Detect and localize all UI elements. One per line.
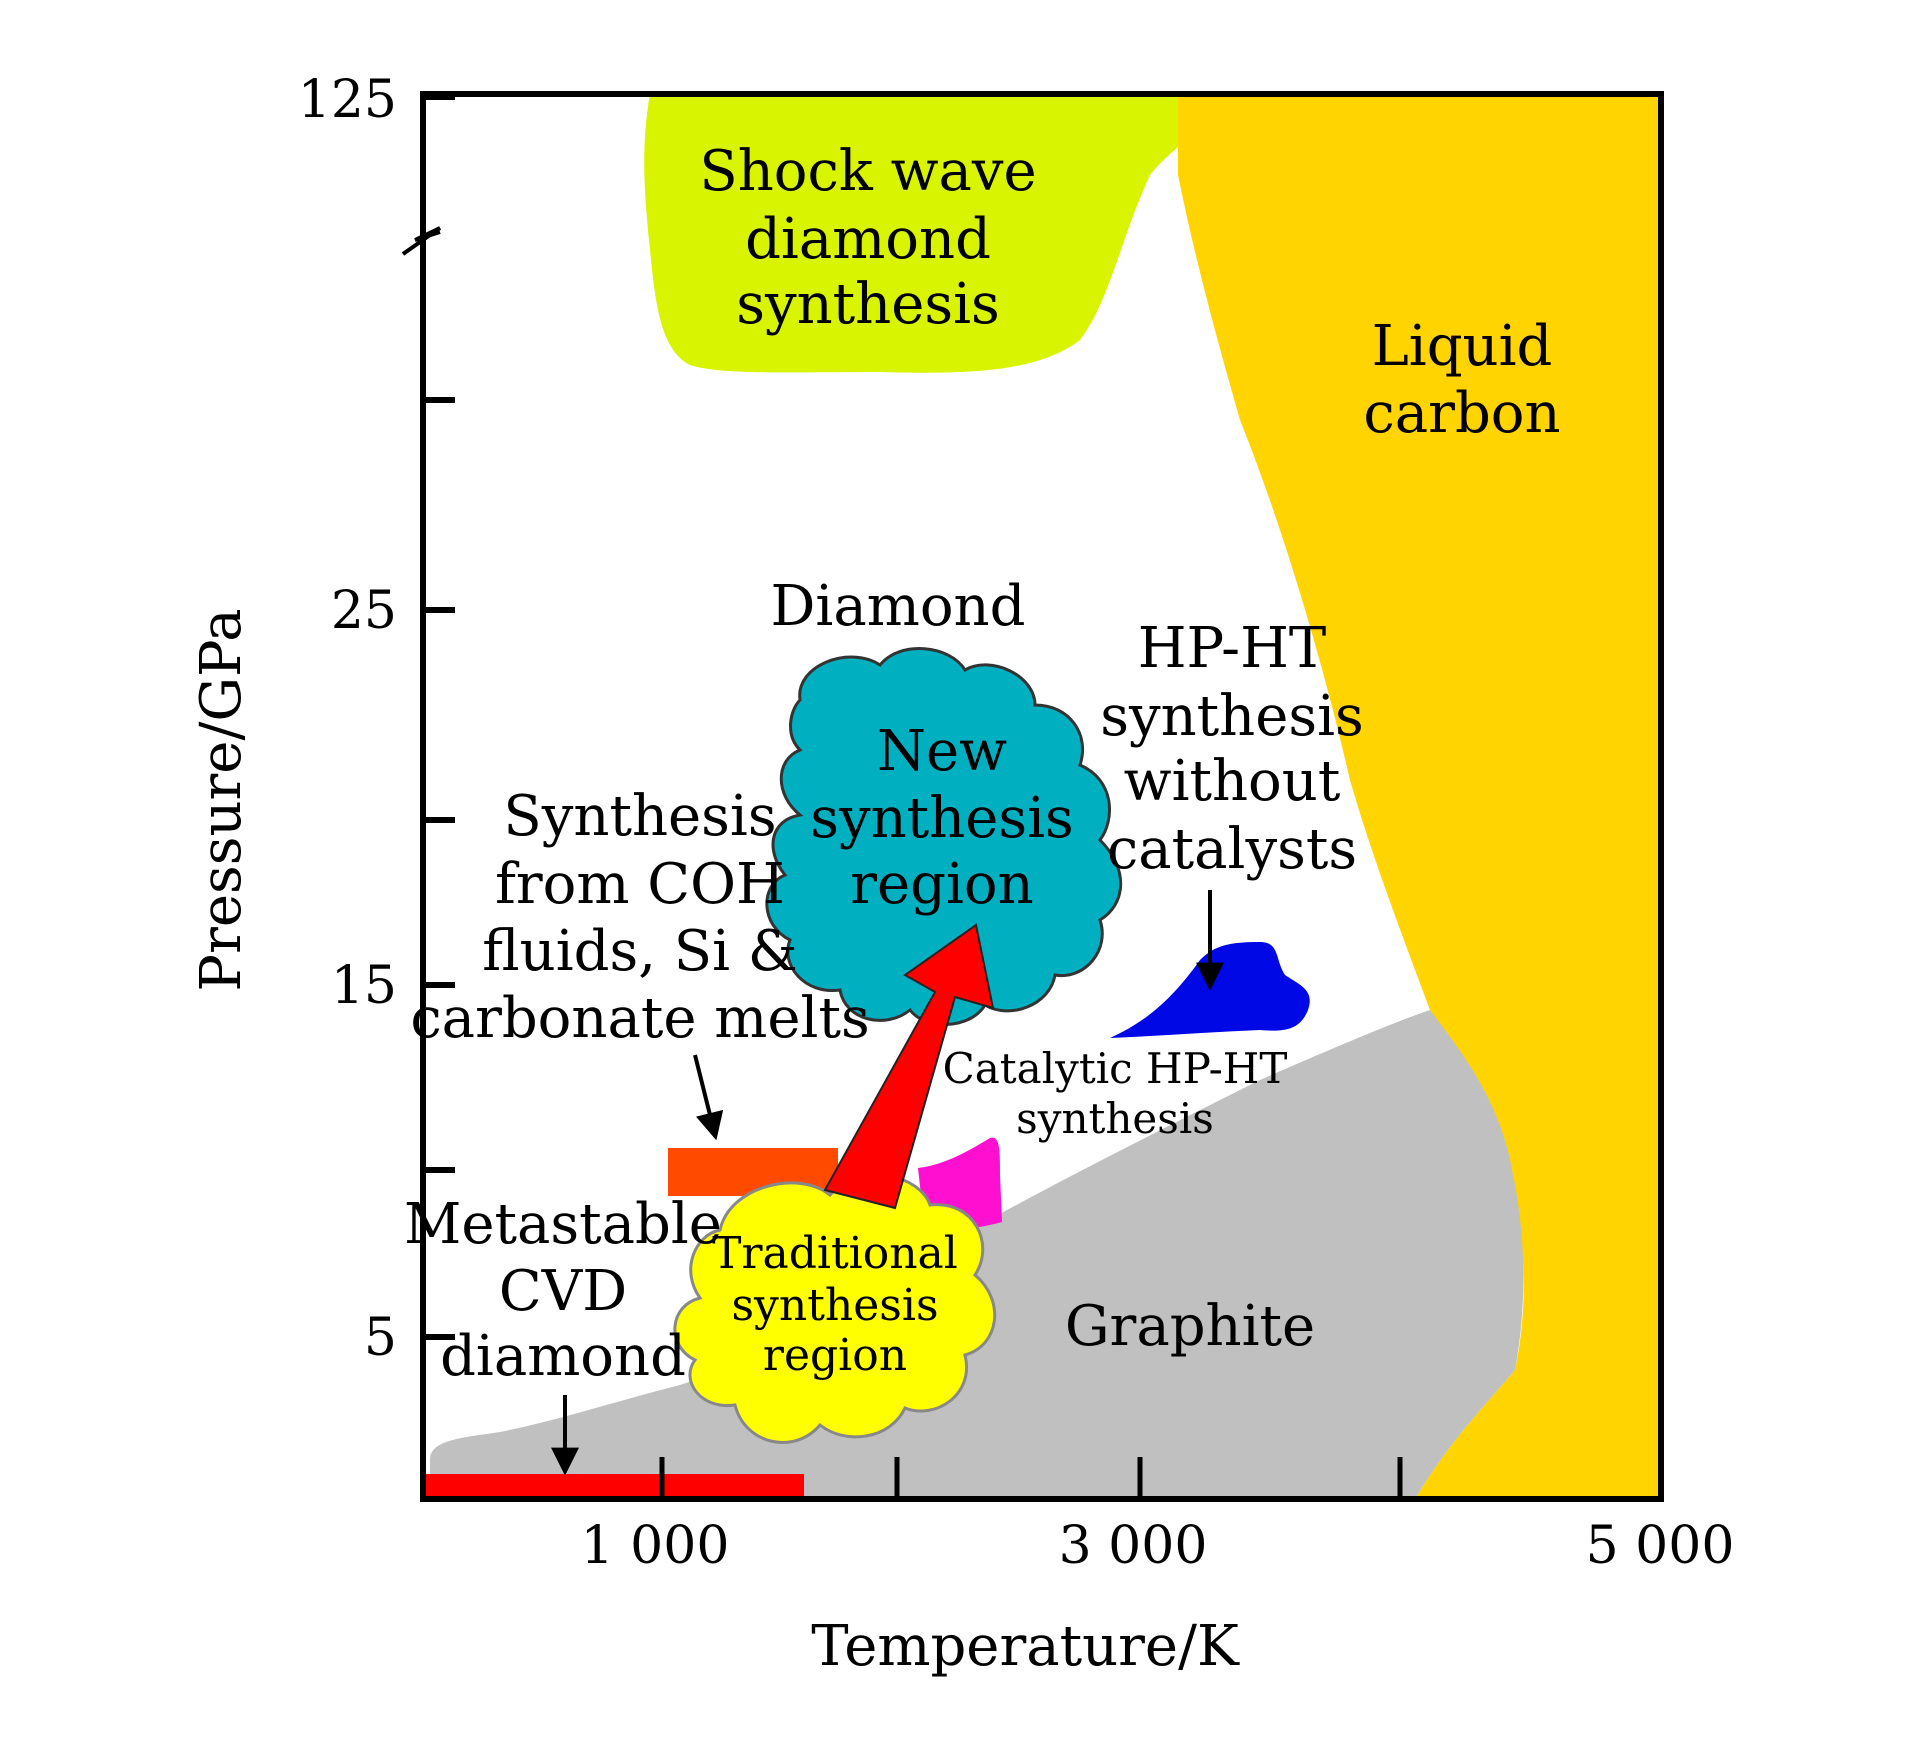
diamond-label: Diamond: [771, 574, 1026, 639]
hpht-line-4: catalysts: [1107, 817, 1357, 882]
hpht-line-3: without: [1124, 749, 1341, 814]
coh-fluids-label: Synthesis from COH fluids, Si & carbonat…: [410, 784, 869, 1051]
trad-line-3: region: [763, 1330, 907, 1381]
liquid-carbon-label: Liquid carbon: [1363, 314, 1560, 446]
shock-wave-line-1: Shock wave: [699, 139, 1036, 204]
x-axis-ticks: [659, 1457, 1403, 1499]
y-tick-label-25: 25: [331, 581, 397, 641]
new-line-1: New: [877, 719, 1007, 784]
shock-wave-line-2: diamond: [745, 207, 991, 272]
cvd-label: Metastable CVD diamond: [404, 1192, 722, 1389]
graphite-label: Graphite: [1065, 1294, 1315, 1359]
x-tick-label-5000: 5 000: [1586, 1516, 1735, 1576]
catalytic-line-2: synthesis: [1016, 1094, 1214, 1143]
traditional-region-label: Traditional synthesis region: [712, 1228, 958, 1381]
coh-line-1: Synthesis: [503, 784, 776, 849]
trad-line-1: Traditional: [712, 1228, 958, 1279]
shock-wave-region: [644, 94, 1245, 373]
x-axis-title: Temperature/K: [811, 1614, 1240, 1679]
coh-pointer-arrow: [693, 1054, 724, 1141]
hpht-line-1: HP-HT: [1138, 616, 1327, 681]
y-axis-title: Pressure/GPa: [189, 608, 254, 991]
new-region-label: New synthesis region: [810, 719, 1074, 917]
catalytic-hpht-label: Catalytic HP-HT synthesis: [943, 1044, 1288, 1143]
y-tick-label-15: 15: [331, 956, 397, 1016]
y-axis-break: [401, 226, 442, 256]
cvd-bar: [426, 1474, 804, 1499]
x-tick-label-1000: 1 000: [581, 1516, 730, 1576]
coh-line-2: from COH: [495, 852, 785, 917]
new-line-2: synthesis: [810, 786, 1074, 851]
cvd-line-3: diamond: [440, 1324, 686, 1389]
shock-wave-line-3: synthesis: [736, 272, 1000, 337]
liquid-carbon-region: [1178, 94, 1661, 1499]
catalytic-line-1: Catalytic HP-HT: [943, 1044, 1288, 1093]
trad-line-2: synthesis: [731, 1280, 938, 1331]
liquid-carbon-line-1: Liquid: [1372, 314, 1553, 379]
hpht-line-2: synthesis: [1100, 684, 1364, 749]
new-synthesis-cloud: [765, 647, 1123, 1026]
liquid-carbon-line-2: carbon: [1363, 381, 1560, 446]
cvd-line-2: CVD: [499, 1259, 627, 1324]
coh-line-4: carbonate melts: [410, 986, 869, 1051]
shock-wave-label: Shock wave diamond synthesis: [699, 139, 1036, 337]
plot-frame: [420, 91, 1664, 1502]
y-tick-label-5: 5: [364, 1308, 397, 1368]
y-axis-ticks: [423, 94, 455, 1340]
x-tick-label-3000: 3 000: [1059, 1516, 1208, 1576]
progression-arrow: [823, 923, 995, 1210]
hpht-no-catalyst-label: HP-HT synthesis without catalysts: [1100, 616, 1364, 882]
coh-line-3: fluids, Si &: [482, 919, 797, 984]
new-line-3: region: [850, 852, 1033, 917]
cvd-line-1: Metastable: [404, 1192, 722, 1257]
y-tick-label-125: 125: [298, 70, 397, 130]
